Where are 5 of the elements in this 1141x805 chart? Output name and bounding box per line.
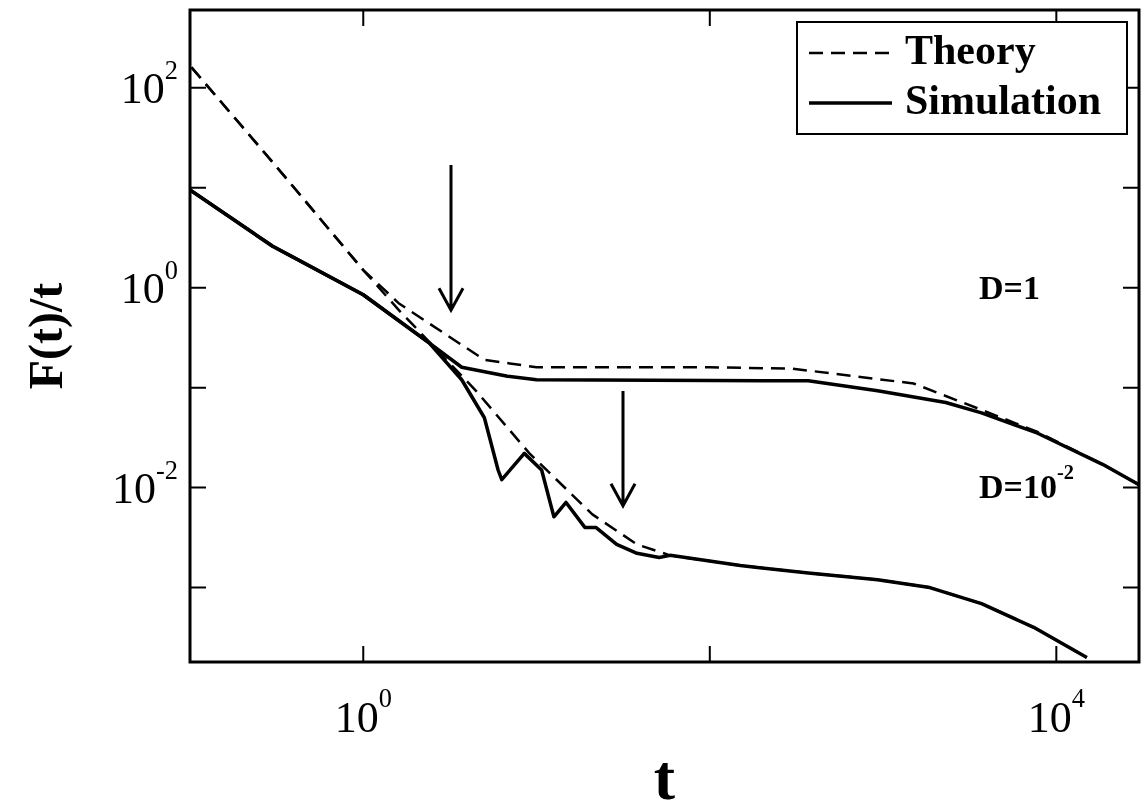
y-axis-title: F(t)/t	[19, 282, 74, 390]
legend-label: Simulation	[905, 76, 1102, 123]
annotation: D=1	[979, 269, 1040, 307]
legend-label: Theory	[905, 26, 1036, 73]
x-axis-title: t	[653, 741, 676, 805]
